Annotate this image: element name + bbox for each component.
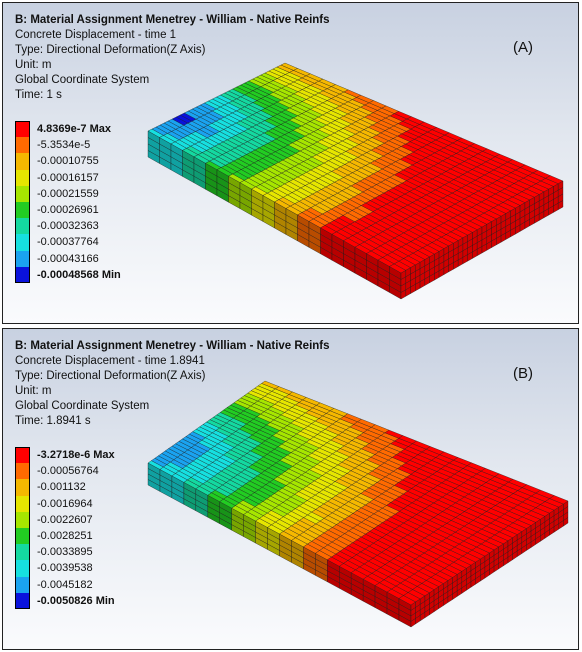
legend-entry: -0.00037764 xyxy=(15,234,165,251)
coordinate-system: Global Coordinate System xyxy=(15,400,150,412)
legend-value: -0.00010755 xyxy=(37,155,99,168)
legend-value: -0.00056764 xyxy=(37,465,99,478)
legend-color-swatch xyxy=(15,592,30,609)
legend-entry: -0.0050826 Min xyxy=(15,592,165,609)
result-type: Type: Directional Deformation(Z Axis) xyxy=(15,370,206,382)
legend-color-swatch xyxy=(15,576,30,593)
legend-value: -0.00016157 xyxy=(37,171,99,184)
legend-value: -0.0045182 xyxy=(37,578,93,591)
mesh-element xyxy=(549,495,569,505)
legend-color-swatch xyxy=(15,234,30,251)
legend-value: -0.0022607 xyxy=(37,513,93,526)
legend-color-swatch xyxy=(15,153,30,170)
legend-value: 4.8369e-7 Max xyxy=(37,123,111,135)
legend-value: -0.0039538 xyxy=(37,562,93,575)
contour-legend-a[interactable]: 4.8369e-7 Max -5.3534e-5 -0.00010755 -0.000… xyxy=(15,121,165,283)
legend-entry: -0.00016157 xyxy=(15,169,165,186)
legend-entry: -0.0045182 xyxy=(15,576,165,593)
legend-value: -0.0033895 xyxy=(37,546,93,559)
slab-mesh xyxy=(147,62,564,300)
legend-color-swatch xyxy=(15,560,30,577)
legend-value: -0.0016964 xyxy=(37,497,93,510)
contour-legend-b[interactable]: -3.2718e-6 Max -0.00056764 -0.001132 -0.001… xyxy=(15,447,165,609)
legend-value: -5.3534e-5 xyxy=(37,139,91,152)
legend-color-swatch xyxy=(15,121,30,138)
legend-color-swatch xyxy=(15,137,30,154)
legend-value: -0.001132 xyxy=(37,481,86,494)
legend-entry: -0.001132 xyxy=(15,479,165,496)
legend-entry: -0.00021559 xyxy=(15,185,165,202)
legend-color-swatch xyxy=(15,527,30,545)
result-time: Time: 1.8941 s xyxy=(15,415,91,427)
legend-entry: -5.3534e-5 xyxy=(15,137,165,154)
legend-entry: 4.8369e-7 Max xyxy=(15,121,165,138)
result-unit: Unit: m xyxy=(15,385,52,397)
panel-label-b: (B) xyxy=(513,365,533,382)
result-name: Concrete Displacement - time 1 xyxy=(15,29,177,41)
legend-color-swatch xyxy=(15,218,30,235)
legend-entry: -0.00026961 xyxy=(15,201,165,219)
legend-value: -0.00026961 xyxy=(37,203,99,216)
legend-entry: -3.2718e-6 Max xyxy=(15,447,165,464)
legend-color-swatch xyxy=(15,495,30,512)
slab-mesh xyxy=(147,380,569,628)
legend-color-swatch xyxy=(15,463,30,480)
legend-entry: -0.0016964 xyxy=(15,495,165,512)
legend-color-swatch xyxy=(15,185,30,202)
legend-value: -0.00043166 xyxy=(37,252,99,265)
deformed-slab-model-a[interactable] xyxy=(3,3,578,323)
legend-color-swatch xyxy=(15,479,30,496)
mesh-element xyxy=(558,200,564,210)
coordinate-system: Global Coordinate System xyxy=(15,74,150,86)
legend-color-swatch xyxy=(15,544,30,561)
mesh-element xyxy=(563,517,569,527)
legend-entry: -0.00048568 Min xyxy=(15,266,165,283)
legend-value: -0.00032363 xyxy=(37,220,99,233)
legend-entry: -0.0033895 xyxy=(15,544,165,561)
result-info-header-a: B: Material Assignment Menetrey - Willia… xyxy=(15,13,330,103)
legend-value: -0.0050826 Min xyxy=(37,594,115,607)
mesh-element xyxy=(545,175,564,184)
deformed-slab-model-b[interactable] xyxy=(3,329,578,649)
legend-entry: -0.00010755 xyxy=(15,153,165,170)
result-unit: Unit: m xyxy=(15,59,52,71)
legend-entry: -0.00032363 xyxy=(15,218,165,235)
legend-color-swatch xyxy=(15,511,30,528)
panel-label-a: (A) xyxy=(513,39,533,56)
legend-color-swatch xyxy=(15,169,30,186)
legend-value: -0.00037764 xyxy=(37,236,99,249)
legend-entry: -0.0028251 xyxy=(15,527,165,545)
analysis-title: B: Material Assignment Menetrey - Willia… xyxy=(15,14,330,26)
legend-entry: -0.0022607 xyxy=(15,511,165,528)
result-viewport-a[interactable]: B: Material Assignment Menetrey - Willia… xyxy=(2,2,579,324)
legend-entry: -0.00043166 xyxy=(15,250,165,267)
analysis-title: B: Material Assignment Menetrey - Willia… xyxy=(15,340,330,352)
legend-entry: -0.0039538 xyxy=(15,560,165,577)
legend-color-swatch xyxy=(15,266,30,283)
result-type: Type: Directional Deformation(Z Axis) xyxy=(15,44,206,56)
legend-color-swatch xyxy=(15,201,30,219)
legend-color-swatch xyxy=(15,250,30,267)
legend-entry: -0.00056764 xyxy=(15,463,165,480)
result-name: Concrete Displacement - time 1.8941 xyxy=(15,355,205,367)
legend-color-swatch xyxy=(15,447,30,464)
result-info-header-b: B: Material Assignment Menetrey - Willia… xyxy=(15,339,330,429)
result-time: Time: 1 s xyxy=(15,89,62,101)
legend-value: -0.00048568 Min xyxy=(37,268,121,281)
result-viewport-b[interactable]: B: Material Assignment Menetrey - Willia… xyxy=(2,328,579,650)
legend-value: -0.0028251 xyxy=(37,529,93,542)
legend-value: -0.00021559 xyxy=(37,187,99,200)
legend-value: -3.2718e-6 Max xyxy=(37,449,115,461)
